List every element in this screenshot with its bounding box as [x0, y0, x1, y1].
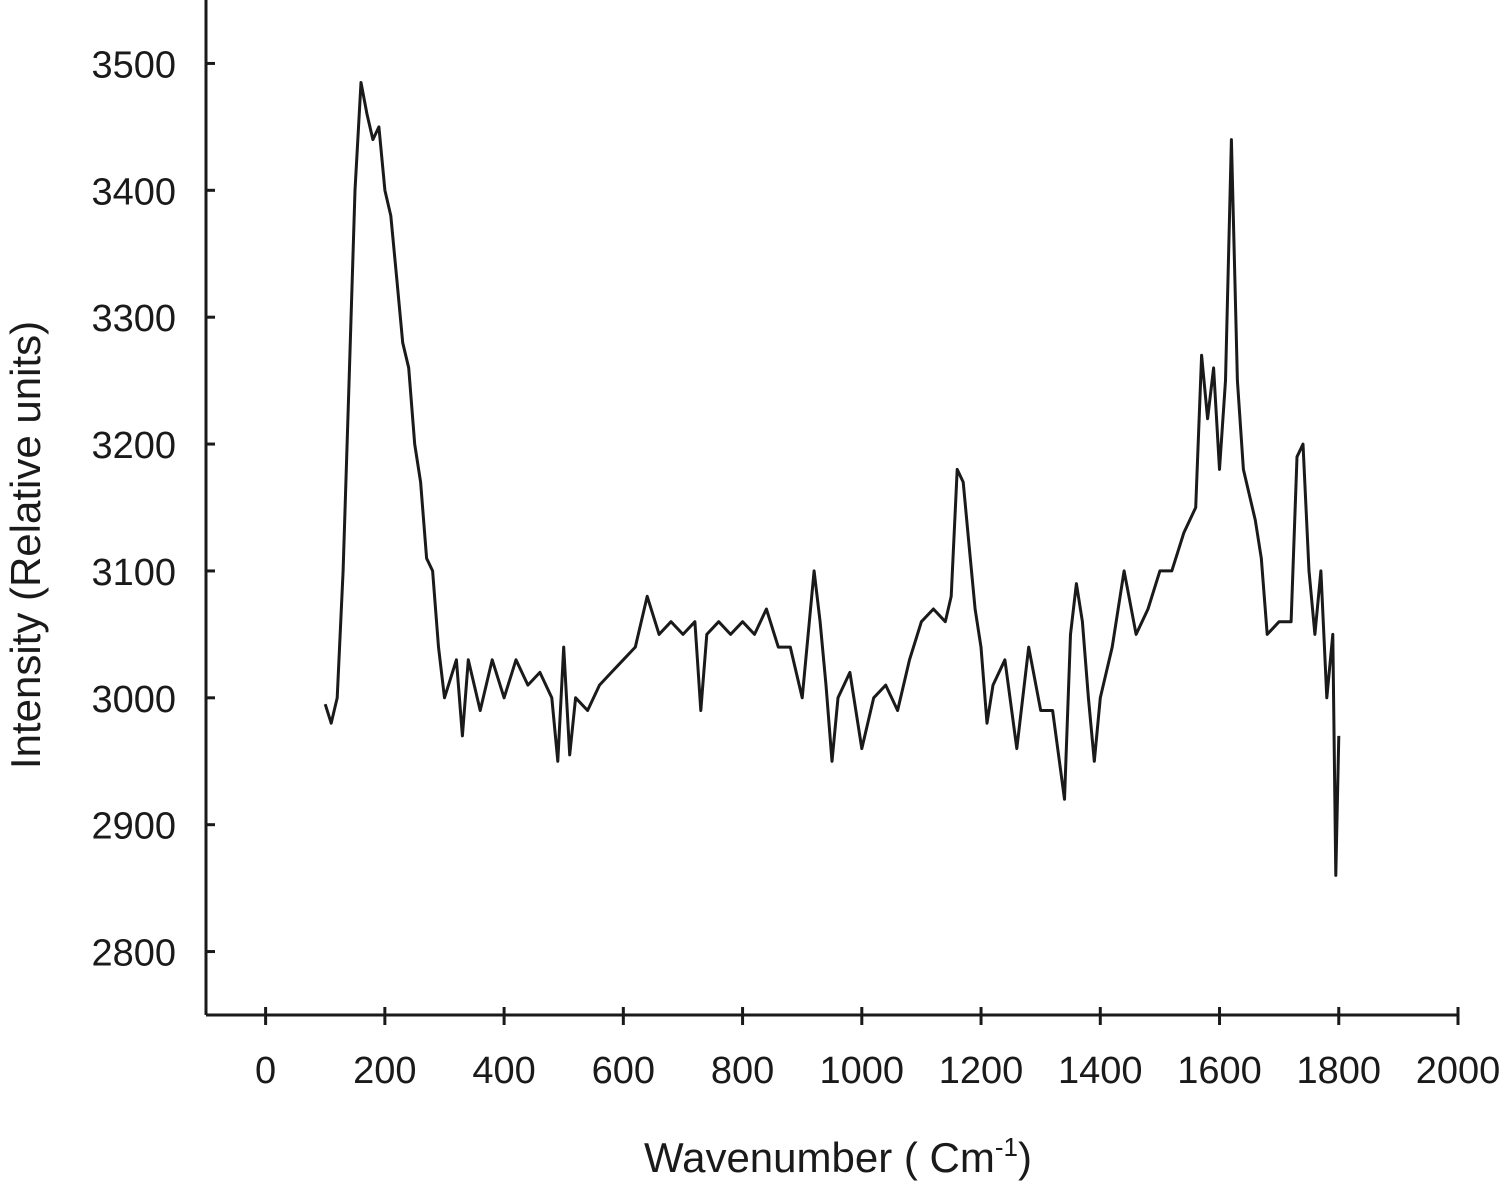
y-tick-label: 2800	[91, 933, 176, 975]
x-tick-label: 0	[255, 1050, 276, 1092]
x-axis-label-text: Wavenumber ( Cm	[644, 1134, 995, 1181]
y-tick-label: 3200	[91, 425, 176, 467]
y-tick-label: 3000	[91, 679, 176, 721]
y-tick-label: 2900	[91, 806, 176, 848]
x-tick-label: 1800	[1296, 1050, 1381, 1092]
x-tick-label: 600	[592, 1050, 655, 1092]
x-tick-label: 200	[353, 1050, 416, 1092]
x-axis-label-suffix: )	[1018, 1134, 1032, 1181]
x-tick-label: 1600	[1177, 1050, 1262, 1092]
x-tick-label: 2000	[1416, 1050, 1501, 1092]
x-tick-label: 800	[711, 1050, 774, 1092]
y-axis-label: Intensity (Relative units)	[2, 321, 49, 769]
x-tick-label: 1000	[820, 1050, 905, 1092]
y-tick-label: 3300	[91, 298, 176, 340]
x-tick-label: 1400	[1058, 1050, 1143, 1092]
x-axis-label: Wavenumber ( Cm-1)	[644, 1132, 1032, 1181]
x-tick-label: 1200	[939, 1050, 1024, 1092]
x-axis-label-superscript: -1	[995, 1132, 1018, 1162]
spectrum-line	[323, 81, 1341, 877]
x-tick-label: 400	[472, 1050, 535, 1092]
y-tick-label: 3500	[91, 44, 176, 86]
y-tick-label: 3400	[91, 171, 176, 213]
y-tick-label: 3100	[91, 552, 176, 594]
